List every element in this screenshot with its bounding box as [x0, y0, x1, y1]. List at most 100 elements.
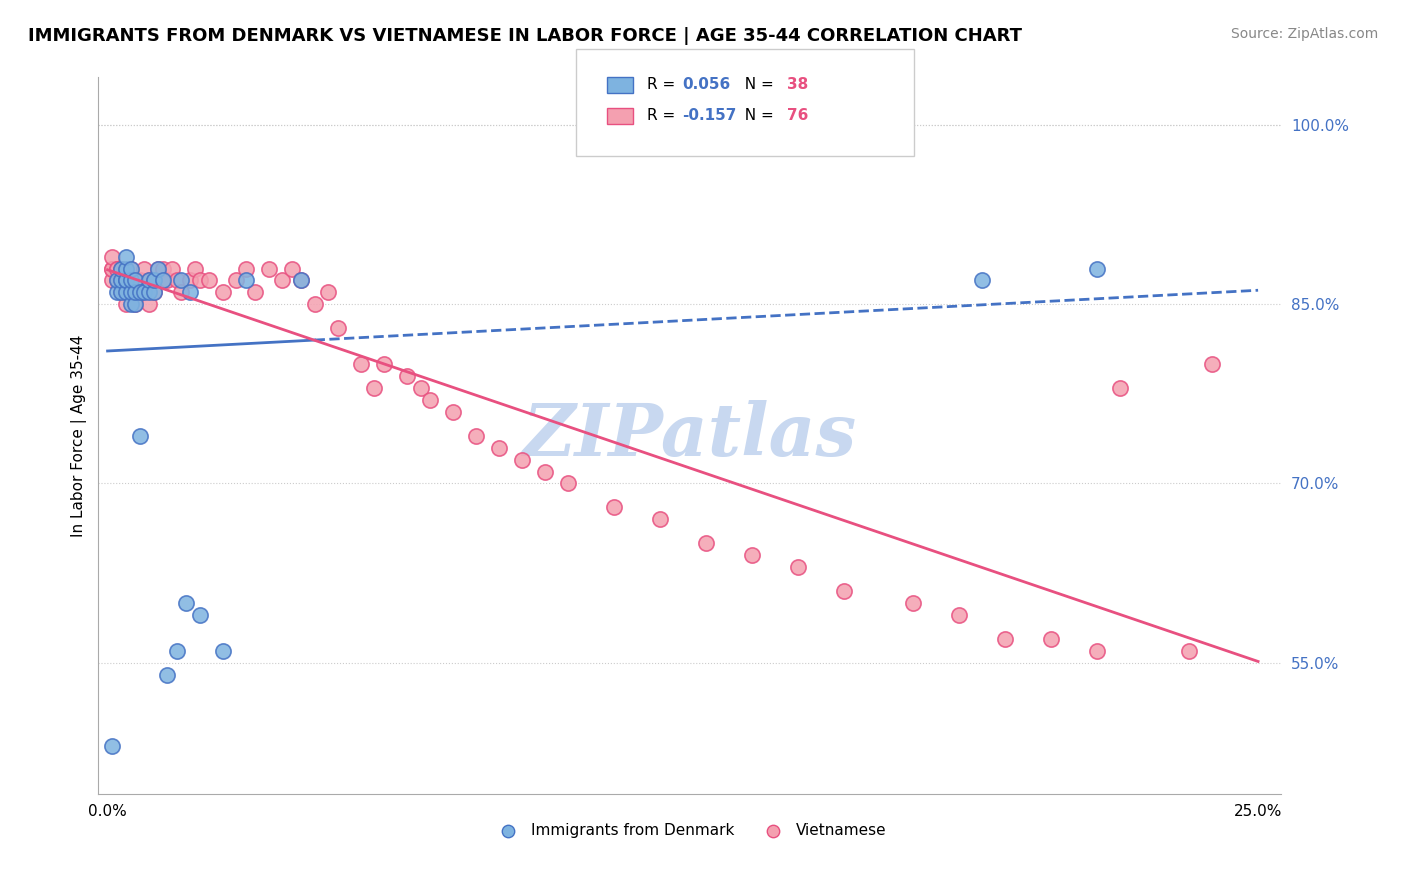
Text: N =: N =: [735, 78, 779, 92]
Text: 0.056: 0.056: [682, 78, 730, 92]
Point: [124, 285, 146, 300]
Point: [363, 381, 385, 395]
Point: [318, 285, 340, 300]
Point: [257, 261, 280, 276]
Point: [148, 261, 170, 276]
Point: [101, 261, 124, 276]
Point: [142, 273, 165, 287]
Point: [110, 285, 132, 300]
Point: [441, 405, 464, 419]
Point: [211, 643, 233, 657]
Point: [120, 261, 142, 276]
Point: [128, 285, 150, 300]
Text: IMMIGRANTS FROM DENMARK VS VIETNAMESE IN LABOR FORCE | AGE 35-44 CORRELATION CHA: IMMIGRANTS FROM DENMARK VS VIETNAMESE IN…: [28, 27, 1022, 45]
Point: [110, 273, 132, 287]
Point: [1085, 261, 1108, 276]
Point: [138, 285, 160, 300]
Point: [120, 273, 142, 287]
Point: [603, 500, 626, 515]
Point: [124, 285, 146, 300]
Point: [970, 273, 993, 287]
Point: [115, 273, 138, 287]
Point: [142, 285, 165, 300]
Point: [1085, 643, 1108, 657]
Point: [156, 667, 179, 681]
Point: [211, 285, 233, 300]
Point: [188, 273, 211, 287]
Point: [350, 357, 373, 371]
Point: [134, 285, 156, 300]
Point: [533, 465, 555, 479]
Point: [101, 273, 124, 287]
Point: [148, 261, 170, 276]
Text: ZIPatlas: ZIPatlas: [523, 401, 856, 471]
Point: [101, 739, 124, 754]
Point: [115, 273, 138, 287]
Point: [115, 285, 138, 300]
Point: [290, 273, 312, 287]
Point: [235, 273, 257, 287]
Point: [134, 285, 156, 300]
Point: [120, 297, 142, 311]
Point: [326, 321, 349, 335]
Point: [115, 250, 138, 264]
Text: N =: N =: [735, 109, 779, 123]
Point: [124, 297, 146, 311]
Point: [419, 392, 441, 407]
Point: [110, 273, 132, 287]
Point: [648, 512, 671, 526]
Point: [120, 261, 142, 276]
Point: [409, 381, 432, 395]
Point: [101, 250, 124, 264]
Point: [134, 261, 156, 276]
Point: [280, 261, 302, 276]
Point: [166, 643, 188, 657]
Point: [105, 273, 128, 287]
Text: R =: R =: [647, 78, 681, 92]
Point: [786, 560, 808, 574]
Point: [174, 596, 197, 610]
Point: [188, 607, 211, 622]
Point: [488, 441, 510, 455]
Point: [120, 285, 142, 300]
Point: [166, 273, 188, 287]
Point: [179, 285, 201, 300]
Point: [741, 548, 763, 562]
Point: [948, 607, 970, 622]
Text: -0.157: -0.157: [682, 109, 737, 123]
Point: [138, 297, 160, 311]
Point: [152, 261, 174, 276]
Point: [1178, 643, 1201, 657]
Point: [105, 261, 128, 276]
Point: [373, 357, 395, 371]
Point: [138, 273, 160, 287]
Point: [105, 261, 128, 276]
Y-axis label: In Labor Force | Age 35-44: In Labor Force | Age 35-44: [72, 334, 87, 537]
Point: [1109, 381, 1132, 395]
Point: [901, 596, 924, 610]
Point: [115, 297, 138, 311]
Point: [235, 261, 257, 276]
Point: [1040, 632, 1063, 646]
Point: [464, 428, 486, 442]
Text: R =: R =: [647, 109, 681, 123]
Point: [128, 428, 150, 442]
Point: [695, 536, 717, 550]
Point: [120, 273, 142, 287]
Point: [115, 261, 138, 276]
Point: [156, 273, 179, 287]
Point: [225, 273, 247, 287]
Point: [198, 273, 221, 287]
Point: [152, 273, 174, 287]
Text: 76: 76: [787, 109, 808, 123]
Point: [304, 297, 326, 311]
Point: [128, 273, 150, 287]
Point: [557, 476, 579, 491]
Point: [115, 285, 138, 300]
Point: [110, 261, 132, 276]
Point: [110, 285, 132, 300]
Point: [170, 285, 193, 300]
Point: [110, 273, 132, 287]
Point: [994, 632, 1017, 646]
Point: [142, 273, 165, 287]
